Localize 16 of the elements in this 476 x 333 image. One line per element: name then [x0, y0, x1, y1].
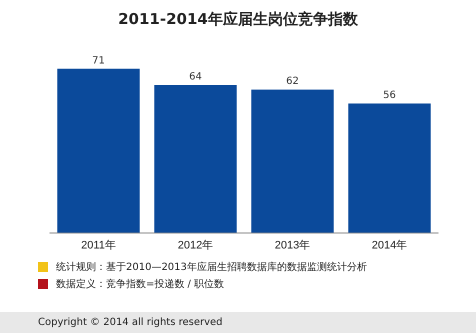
data-label: 64 [189, 72, 202, 83]
x-tick-label: 2014年 [372, 239, 408, 252]
x-tick-label: 2012年 [178, 239, 214, 252]
bar [57, 68, 140, 233]
bar [154, 84, 237, 233]
bar [348, 103, 431, 233]
bar [251, 90, 334, 233]
data-label: 71 [92, 55, 105, 66]
chart-title: 2011-2014年应届生岗位竞争指数 [117, 9, 359, 30]
x-tick-label: 2011年 [81, 239, 116, 252]
text: Copyright © 2014 all rights reserved [0, 312, 476, 333]
text: 统计规则：基于2010—2013年应届生招聘数据库的数据监测统计分析 [56, 260, 367, 274]
x-tick-label: 2013年 [274, 239, 310, 252]
data-label: 62 [286, 76, 299, 88]
data-label: 56 [383, 90, 396, 102]
text: 数据定义：竞争指数=投递数 / 职位数 [56, 278, 224, 290]
